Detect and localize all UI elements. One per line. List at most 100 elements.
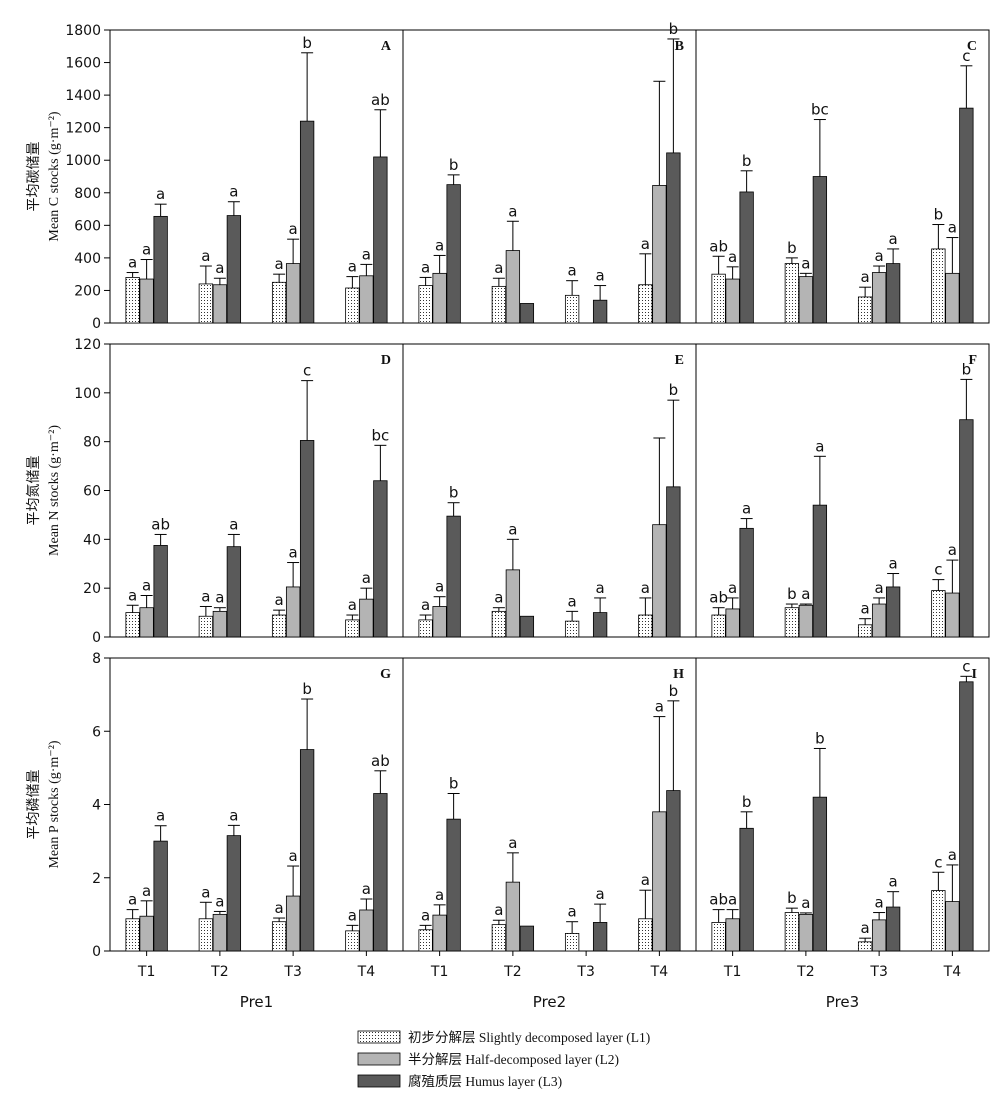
bar-b-t1-l1 (418, 285, 433, 324)
significance-letter: a (156, 185, 165, 203)
legend-label-l2: 半分解层 Half-decomposed layer (L2) (408, 1052, 619, 1067)
x-category-label: T2 (503, 964, 521, 980)
bar-g-t1-l1 (125, 918, 140, 952)
x-category-label: T1 (430, 964, 448, 980)
y-tick-label: 2 (92, 871, 101, 887)
significance-letter: a (201, 883, 210, 901)
bar-g-t1-l2 (139, 915, 154, 952)
y-tick-label: 100 (74, 386, 101, 402)
bar-c-t3-l1 (857, 296, 873, 324)
significance-letter: a (215, 259, 224, 277)
significance-letter: a (289, 847, 298, 865)
significance-letter: a (435, 578, 444, 596)
bar-i-t3-l2 (871, 919, 887, 952)
y-axis-label-en: Mean C stocks (g·m⁻²) (47, 111, 62, 242)
significance-letter: b (669, 381, 679, 399)
bar-d-t3-l1 (271, 614, 287, 638)
bar-g-t2-l2 (212, 913, 228, 952)
bar-a-t4-l1 (345, 287, 360, 324)
bar-i-t1-l2 (725, 918, 740, 952)
bar-b-t2-l3 (519, 303, 535, 324)
bar-d-t2-l1 (198, 615, 214, 638)
x-category-label: T1 (137, 964, 155, 980)
significance-letter: a (728, 579, 737, 597)
significance-letter: a (421, 596, 430, 614)
y-tick-label: 600 (74, 218, 101, 234)
significance-letter: a (494, 259, 503, 277)
significance-letter: a (889, 230, 898, 248)
y-tick-label: 60 (83, 484, 101, 500)
bar-i-t3-l1 (857, 941, 873, 952)
bar-b-t2-l1 (491, 285, 507, 324)
y-tick-label: 40 (83, 532, 101, 548)
bar-e-t1-l2 (432, 606, 447, 638)
bar-e-t1-l1 (418, 619, 433, 638)
panel-label-a: A (381, 39, 392, 54)
bar-h-t2-l3 (519, 925, 535, 952)
significance-letter: b (669, 20, 679, 38)
significance-letter: a (861, 919, 870, 937)
y-tick-label: 0 (92, 944, 101, 960)
significance-letter: a (875, 247, 884, 265)
x-category-label: T4 (357, 964, 376, 980)
y-axis-label-cn: 平均碳储量 (26, 142, 42, 212)
x-category-label: T1 (723, 964, 741, 980)
y-tick-label: 0 (92, 316, 101, 332)
significance-letter: a (289, 544, 298, 562)
bar-h-t3-l1 (564, 933, 580, 952)
bar-f-t4-l1 (931, 590, 946, 638)
bar-a-t2-l2 (212, 284, 228, 324)
bar-e-t4-l1 (638, 614, 653, 638)
legend-label-l3: 腐殖质层 Humus layer (L3) (408, 1073, 562, 1089)
bar-c-t2-l2 (798, 276, 814, 324)
y-tick-label: 1800 (65, 23, 101, 39)
bar-h-t1-l3 (446, 818, 461, 952)
significance-letter: a (641, 235, 650, 253)
bar-c-t2-l3 (812, 176, 828, 324)
bar-e-t2-l1 (491, 610, 507, 638)
significance-letter: a (435, 236, 444, 254)
bar-d-t1-l2 (139, 607, 154, 638)
bar-e-t1-l3 (446, 515, 461, 638)
significance-letter: a (948, 219, 957, 237)
panel-label-h: H (673, 667, 684, 682)
bar-c-t4-l1 (931, 248, 946, 324)
significance-letter: a (815, 437, 824, 455)
y-tick-label: 1400 (65, 88, 101, 104)
bar-g-t4-l3 (373, 793, 388, 952)
bar-b-t4-l2 (652, 185, 667, 324)
group-label-pre1: Pre1 (240, 993, 273, 1011)
bar-a-t4-l2 (359, 275, 374, 324)
bar-h-t2-l1 (491, 924, 507, 952)
significance-letter: a (875, 894, 884, 912)
significance-letter: a (596, 579, 605, 597)
x-category-label: T4 (943, 964, 962, 980)
significance-letter: b (449, 775, 459, 793)
significance-letter: ab (709, 589, 728, 607)
bar-g-t3-l1 (271, 921, 287, 952)
bar-f-t4-l2 (945, 592, 960, 638)
x-category-label: T3 (869, 964, 887, 980)
significance-letter: b (934, 206, 944, 224)
bar-f-t4-l3 (959, 419, 974, 638)
significance-letter: a (421, 258, 430, 276)
bar-h-t4-l2 (652, 811, 667, 952)
significance-letter: b (669, 682, 679, 700)
significance-letter: a (568, 592, 577, 610)
bar-h-t1-l1 (418, 929, 433, 952)
bar-c-t1-l3 (739, 191, 754, 324)
significance-letter: a (362, 245, 371, 263)
y-axis-label-cn: 平均磷储量 (26, 770, 42, 840)
x-category-label: T3 (576, 964, 594, 980)
bar-b-t3-l3 (592, 299, 608, 324)
bar-e-t4-l2 (652, 524, 667, 638)
significance-letter: c (934, 561, 942, 579)
significance-letter: bc (371, 426, 389, 444)
bar-f-t3-l1 (857, 624, 873, 638)
bar-a-t3-l2 (285, 263, 301, 324)
significance-letter: a (348, 258, 357, 276)
y-tick-label: 4 (92, 798, 101, 814)
significance-letter: a (889, 873, 898, 891)
bar-a-t3-l1 (271, 281, 287, 324)
significance-letter: b (787, 585, 797, 603)
